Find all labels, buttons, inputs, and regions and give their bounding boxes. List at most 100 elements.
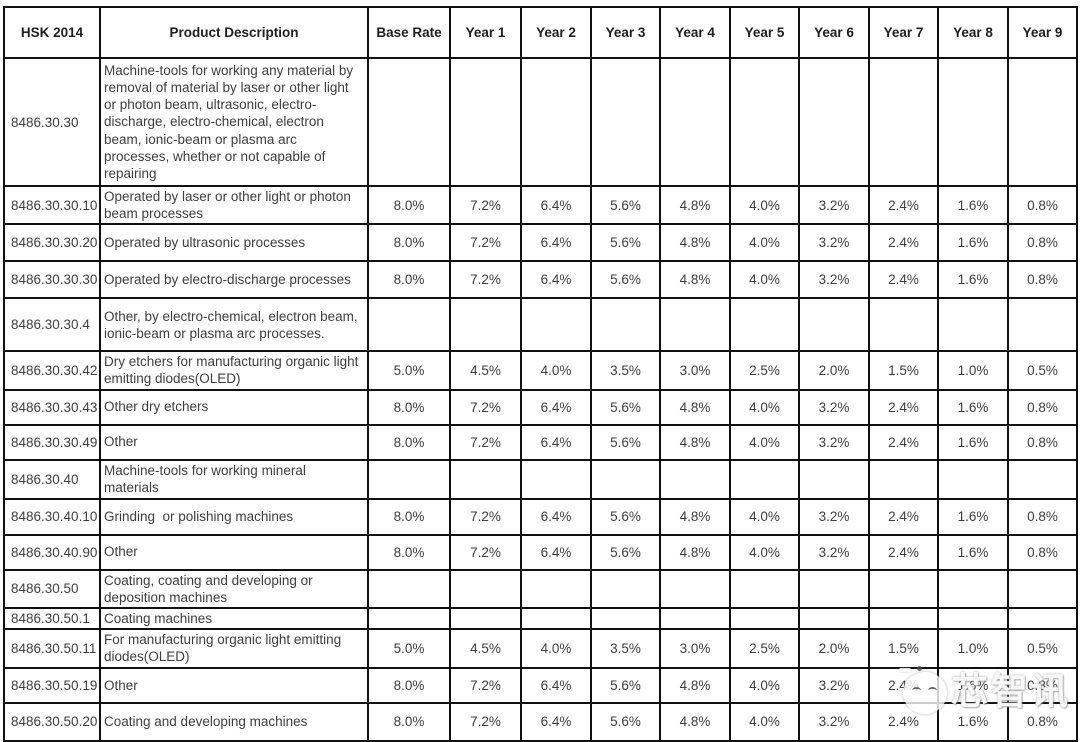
year-7-rate-cell: 2.4% [868,223,939,263]
hsk-code-cell: 8486.30.30 [3,57,101,187]
year-2-rate-cell [520,57,592,187]
year-5-rate-cell: 4.0% [729,423,800,461]
base-rate-cell [367,606,451,630]
year-5-rate-cell [729,739,800,742]
hsk-code-cell: 8486.30.30.10 [3,184,101,226]
year-4-rate-cell: 4.8% [659,423,731,461]
year-9-rate-cell: 0.8% [1007,666,1078,704]
year-5-rate-cell: 4.0% [729,223,800,263]
column-header-9: Year 7 [868,6,939,59]
column-header-4: Year 2 [520,6,592,59]
description-cell: Operated by ultrasonic processes [99,223,369,263]
year-2-rate-cell: 4.0% [520,350,592,391]
table-row [3,739,1078,742]
year-3-rate-cell: 5.6% [590,533,661,571]
column-header-1: Product Description [99,6,369,59]
year-3-rate-cell: 3.5% [590,627,661,669]
year-3-rate-cell: 5.6% [590,497,661,536]
year-1-rate-cell: 7.2% [449,223,522,263]
year-6-rate-cell [798,297,870,353]
year-4-rate-cell [659,606,731,630]
year-8-rate-cell: 1.6% [937,388,1009,426]
year-6-rate-cell: 3.2% [798,701,870,742]
hsk-code-cell: 8486.30.30.49 [3,423,101,461]
description-cell: Other [99,533,369,571]
year-1-rate-cell: 7.2% [449,423,522,461]
year-7-rate-cell: 2.4% [868,666,939,704]
table-row: 8486.30.50.11 For manufacturing organic l… [3,627,1078,669]
year-5-rate-cell [729,57,800,187]
year-6-rate-cell [798,568,870,609]
year-4-rate-cell: 3.0% [659,627,731,669]
year-3-rate-cell [590,57,661,187]
year-1-rate-cell [449,458,522,500]
base-rate-cell: 8.0% [367,701,451,742]
year-4-rate-cell: 4.8% [659,388,731,426]
year-2-rate-cell: 6.4% [520,184,592,226]
hsk-code-cell: 8486.30.50.20 [3,701,101,742]
table-row: 8486.30.30.10 Operated by laser or other … [3,184,1078,226]
year-2-rate-cell [520,739,592,742]
year-8-rate-cell: 1.6% [937,423,1009,461]
year-7-rate-cell: 2.4% [868,533,939,571]
base-rate-cell: 8.0% [367,223,451,263]
year-2-rate-cell: 6.4% [520,497,592,536]
year-9-rate-cell [1007,606,1078,630]
base-rate-cell [367,568,451,609]
year-1-rate-cell [449,297,522,353]
year-3-rate-cell: 5.6% [590,666,661,704]
year-1-rate-cell [449,57,522,187]
base-rate-cell: 5.0% [367,350,451,391]
base-rate-cell: 8.0% [367,533,451,571]
year-4-rate-cell: 4.8% [659,223,731,263]
year-2-rate-cell: 6.4% [520,388,592,426]
year-8-rate-cell: 1.0% [937,350,1009,391]
hsk-code-cell: 8486.30.30.30 [3,260,101,300]
column-header-10: Year 8 [937,6,1009,59]
year-4-rate-cell: 4.8% [659,260,731,300]
hsk-code-cell: 8486.30.50.1 [3,606,101,630]
year-4-rate-cell [659,57,731,187]
year-7-rate-cell: 2.4% [868,423,939,461]
year-9-rate-cell: 0.8% [1007,423,1078,461]
year-1-rate-cell: 7.2% [449,497,522,536]
year-7-rate-cell: 2.4% [868,497,939,536]
year-9-rate-cell: 0.5% [1007,627,1078,669]
table-row: 8486.30.50.1 Coating machines [3,606,1078,630]
hsk-code-cell: 8486.30.40 [3,458,101,500]
year-5-rate-cell: 4.0% [729,260,800,300]
base-rate-cell: 8.0% [367,260,451,300]
table-row: 8486.30.50 Coating, coating and developin… [3,568,1078,609]
year-8-rate-cell: 1.0% [937,627,1009,669]
year-8-rate-cell [937,458,1009,500]
base-rate-cell: 8.0% [367,184,451,226]
year-9-rate-cell [1007,458,1078,500]
column-header-5: Year 3 [590,6,661,59]
year-4-rate-cell: 4.8% [659,666,731,704]
year-5-rate-cell: 2.5% [729,350,800,391]
year-1-rate-cell: 4.5% [449,627,522,669]
table-row: 8486.30.40.10 Grinding or polishing machi… [3,497,1078,536]
description-cell: Other [99,423,369,461]
base-rate-cell [367,739,451,742]
base-rate-cell [367,57,451,187]
year-1-rate-cell: 7.2% [449,533,522,571]
hsk-code-cell [3,739,101,742]
year-9-rate-cell: 0.8% [1007,260,1078,300]
description-cell [99,739,369,742]
hsk-code-cell: 8486.30.30.42 [3,350,101,391]
description-cell: Coating machines [99,606,369,630]
year-9-rate-cell: 0.8% [1007,533,1078,571]
year-8-rate-cell: 1.6% [937,666,1009,704]
hsk-code-cell: 8486.30.40.10 [3,497,101,536]
year-6-rate-cell: 3.2% [798,533,870,571]
year-4-rate-cell: 4.8% [659,701,731,742]
year-2-rate-cell: 4.0% [520,627,592,669]
table-row: 8486.30.30.42 Dry etchers for manufacturi… [3,350,1078,391]
description-cell: Operated by laser or other light or phot… [99,184,369,226]
year-3-rate-cell [590,739,661,742]
year-4-rate-cell [659,458,731,500]
year-1-rate-cell [449,606,522,630]
year-1-rate-cell: 4.5% [449,350,522,391]
year-8-rate-cell [937,739,1009,742]
